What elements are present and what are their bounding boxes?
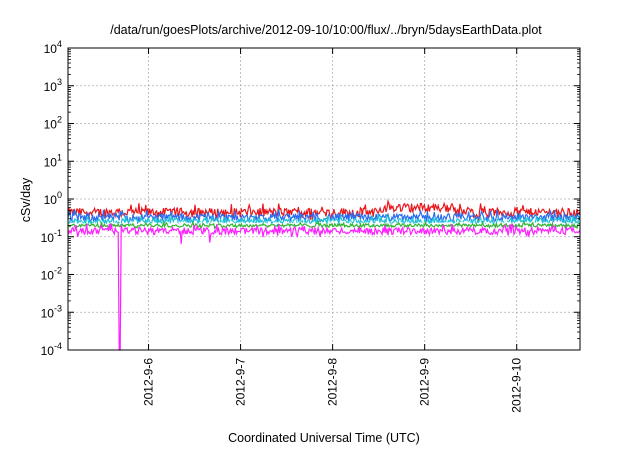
series-line: [67, 223, 581, 351]
plot-frame: [67, 47, 581, 351]
grid: [68, 48, 580, 350]
series-line: [67, 213, 581, 228]
y-tick-label: 102: [44, 115, 62, 132]
axes: 10-4 10-3 10-2 10-1 100 101 102 103 104 2012-9-6 2…: [41, 39, 581, 413]
x-tick-label: 2012-9-6: [142, 358, 156, 406]
y-tick-label: 101: [44, 152, 62, 169]
x-tick-label: 2012-9-10: [510, 358, 524, 413]
x-axis-label: Coordinated Universal Time (UTC): [228, 431, 420, 445]
y-tick-label: 100: [44, 190, 62, 207]
x-tick-label: 2012-9-9: [418, 358, 432, 406]
y-tick-label: 10-1: [41, 228, 62, 245]
series-group: [67, 198, 581, 351]
x-tick-label: 2012-9-8: [326, 358, 340, 406]
series-line: [67, 198, 581, 222]
chart-title: /data/run/goesPlots/archive/2012-09-10/1…: [110, 23, 542, 37]
series-line: [67, 218, 581, 229]
series-line: [67, 220, 581, 230]
y-tick-label: 10-3: [41, 303, 62, 320]
y-axis-label: cSv/day: [19, 177, 33, 222]
x-tick-label: 2012-9-7: [234, 358, 248, 406]
y-tick-label: 104: [44, 39, 62, 56]
y-tick-label: 103: [44, 77, 62, 94]
y-tick-label: 10-2: [41, 266, 62, 283]
y-tick-label: 10-4: [41, 341, 62, 358]
